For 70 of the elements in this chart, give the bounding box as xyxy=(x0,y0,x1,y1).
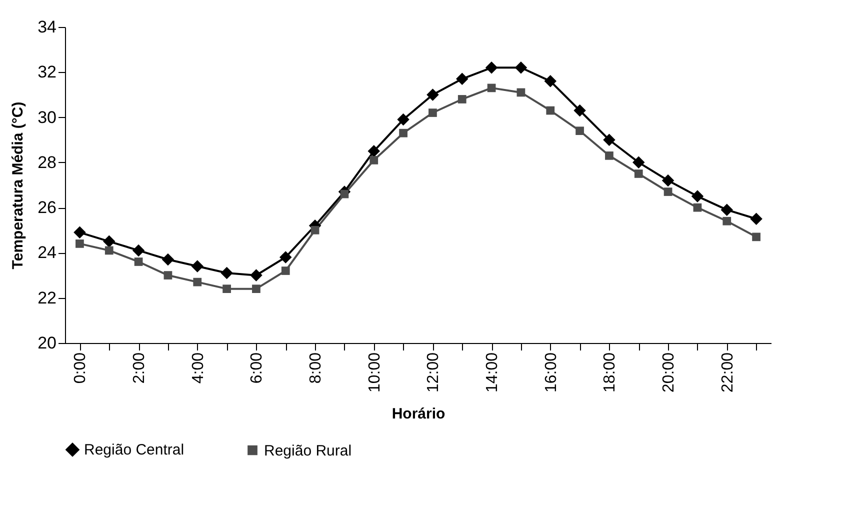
point xyxy=(76,240,84,248)
point xyxy=(399,128,408,138)
point xyxy=(514,62,528,74)
point xyxy=(546,106,555,115)
point xyxy=(397,113,410,126)
x-tick-label: 12:00 xyxy=(425,352,442,393)
y-tick-label: 26 xyxy=(38,198,56,218)
point xyxy=(162,253,174,266)
y-axis-title: Temperatura Média (°C) xyxy=(10,102,27,270)
point xyxy=(164,271,172,280)
point xyxy=(693,203,702,212)
point xyxy=(191,260,204,272)
point xyxy=(340,190,349,198)
point xyxy=(220,266,233,280)
x-tick-label: 6:00 xyxy=(248,352,266,384)
point xyxy=(280,251,292,264)
point xyxy=(74,226,86,239)
point xyxy=(632,156,645,169)
x-tick-label: 0:00 xyxy=(72,352,90,384)
x-tick-label: 8:00 xyxy=(308,352,325,384)
x-tick-label: 16:00 xyxy=(542,352,560,393)
point xyxy=(603,134,616,146)
y-tick-label: 30 xyxy=(38,108,56,127)
point xyxy=(250,269,262,282)
point xyxy=(134,258,143,266)
y-tick-label: 24 xyxy=(38,243,56,262)
point xyxy=(516,88,526,97)
point xyxy=(664,188,672,196)
point xyxy=(104,246,114,255)
y-tick-label: 22 xyxy=(38,288,56,308)
point xyxy=(222,284,231,294)
point xyxy=(574,104,586,117)
x-axis-title: Horário xyxy=(392,406,446,423)
x-tick-label: 18:00 xyxy=(602,352,619,393)
x-tick-label: 10:00 xyxy=(366,352,384,393)
y-tick-label: 20 xyxy=(38,334,56,352)
legend-label: Região Central xyxy=(84,442,184,459)
point xyxy=(426,88,439,101)
point xyxy=(458,95,466,104)
point xyxy=(193,278,202,286)
x-tick-label: 4:00 xyxy=(190,352,207,384)
point xyxy=(662,174,674,187)
point xyxy=(132,244,145,257)
point xyxy=(576,126,584,136)
y-tick-label: 34 xyxy=(38,18,56,36)
point xyxy=(252,284,260,294)
point xyxy=(103,235,116,248)
point xyxy=(310,226,320,234)
y-tick-label: 32 xyxy=(38,62,56,82)
x-tick-label: 14:00 xyxy=(484,352,502,393)
point xyxy=(370,156,378,164)
point xyxy=(605,151,614,160)
point xyxy=(750,212,762,225)
legend-label: Região Rural xyxy=(264,442,352,460)
point xyxy=(456,72,468,86)
point xyxy=(368,145,380,158)
y-tick-label: 28 xyxy=(38,152,56,172)
point xyxy=(720,204,733,216)
x-tick-label: 20:00 xyxy=(660,352,678,393)
point xyxy=(487,84,496,92)
x-tick-label: 22:00 xyxy=(719,352,736,393)
point xyxy=(281,266,290,275)
point xyxy=(752,232,760,242)
point xyxy=(544,75,556,88)
point xyxy=(485,62,498,74)
point xyxy=(722,216,732,226)
x-tick-label: 2:00 xyxy=(131,352,148,384)
point xyxy=(634,170,643,178)
point xyxy=(691,190,704,202)
point xyxy=(428,108,437,117)
